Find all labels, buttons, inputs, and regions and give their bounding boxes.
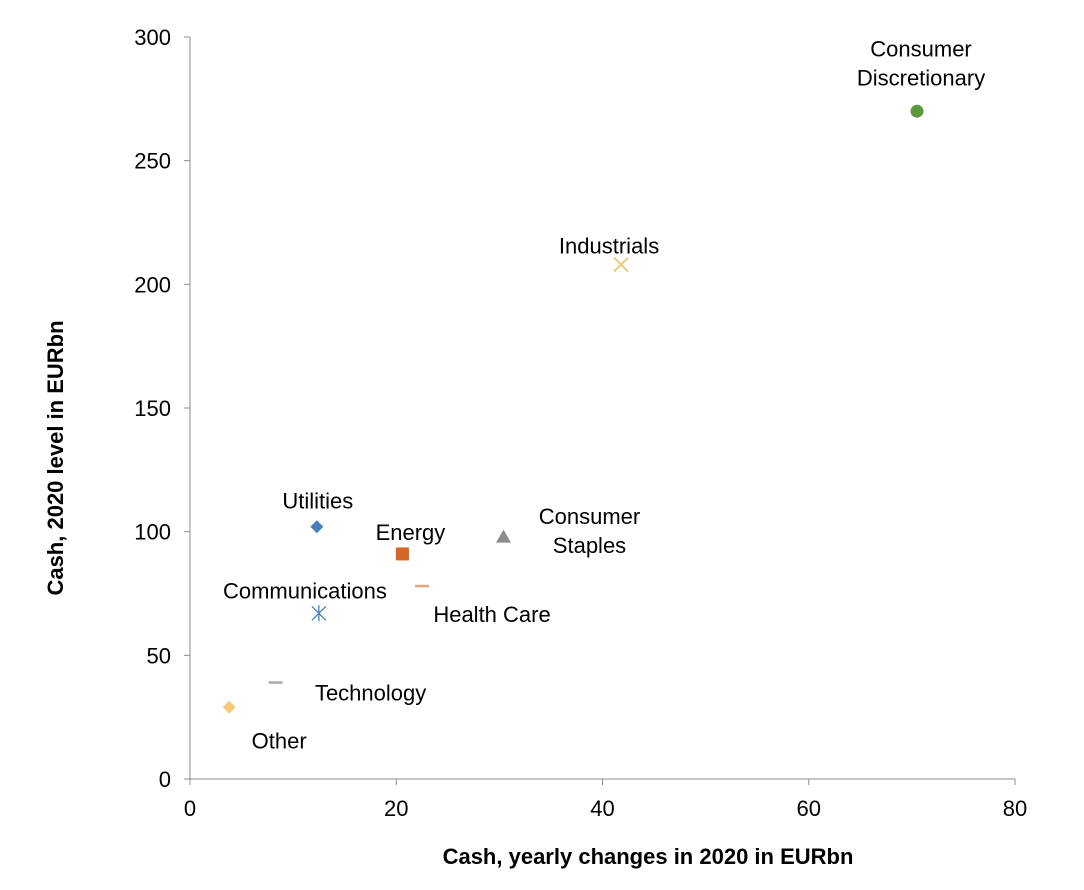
label-consumer-staples: Consumer <box>539 504 640 529</box>
x-tick-label: 80 <box>1003 796 1027 821</box>
label-consumer-staples: Staples <box>553 533 626 558</box>
y-tick-label: 0 <box>159 767 171 792</box>
point-industrials <box>613 257 629 273</box>
y-tick-label: 150 <box>134 396 171 421</box>
y-tick-label: 100 <box>134 520 171 545</box>
y-tick-label: 50 <box>147 643 171 668</box>
y-axis-title: Cash, 2020 level in EURbn <box>43 320 68 595</box>
data-points <box>222 104 924 714</box>
y-tick-label: 200 <box>134 272 171 297</box>
x-axis-title: Cash, yearly changes in 2020 in EURbn <box>443 844 854 869</box>
point-labels: Consumer Discretionary Industrials Utilitie… <box>223 37 985 754</box>
x-tick-label: 40 <box>590 796 614 821</box>
axes <box>189 37 1015 780</box>
point-energy <box>395 547 409 561</box>
x-ticks: 0 20 40 60 80 <box>184 779 1027 821</box>
label-other: Other <box>252 728 307 753</box>
label-industrials: Industrials <box>559 234 659 259</box>
y-tick-label: 300 <box>134 25 171 50</box>
point-consumer-staples <box>496 529 511 543</box>
label-communications: Communications <box>223 578 387 603</box>
point-communications <box>311 605 327 622</box>
y-ticks: 0 50 100 150 200 250 300 <box>134 25 190 792</box>
x-tick-label: 20 <box>384 796 408 821</box>
label-consumer-discretionary: Consumer <box>870 37 971 62</box>
point-other <box>222 700 236 714</box>
y-tick-label: 250 <box>134 149 171 174</box>
label-health-care: Health Care <box>433 602 550 627</box>
x-tick-label: 0 <box>184 796 196 821</box>
x-tick-label: 60 <box>797 796 821 821</box>
label-technology: Technology <box>315 681 426 706</box>
label-energy: Energy <box>376 520 446 545</box>
point-utilities <box>310 520 324 534</box>
label-consumer-discretionary: Discretionary <box>857 66 985 91</box>
point-consumer-discretionary <box>910 104 924 118</box>
label-utilities: Utilities <box>282 489 353 514</box>
